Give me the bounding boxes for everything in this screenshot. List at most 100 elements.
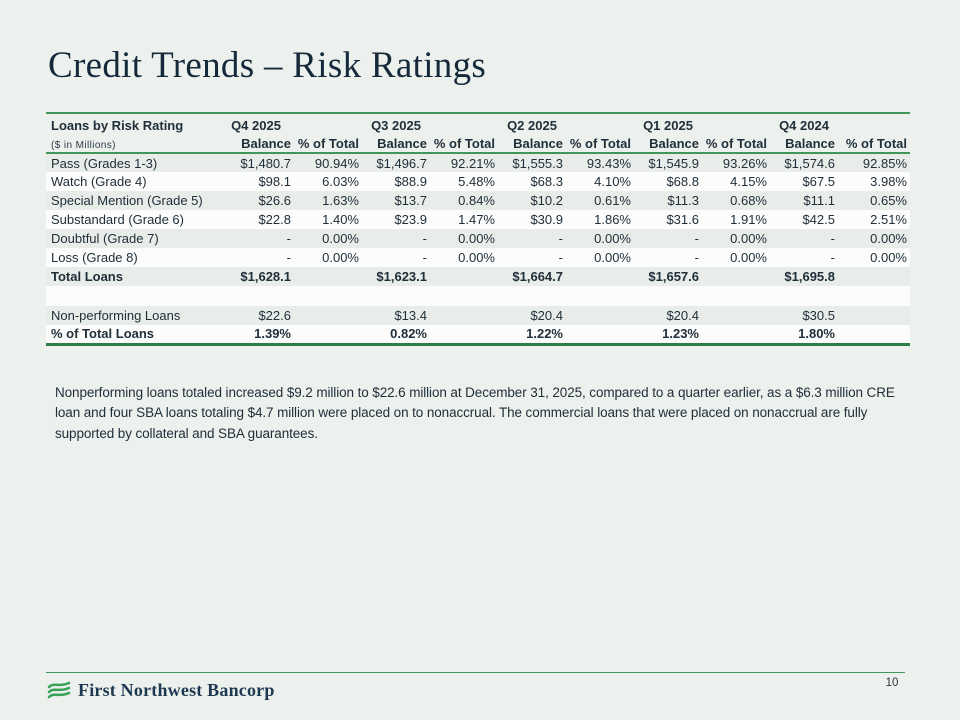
subcolumn-header: Balance [770,134,838,154]
value-cell: 0.00% [870,231,907,246]
subcolumn-header: Balance [362,134,430,154]
value-cell: 0.82% [362,325,430,346]
table-subtitle-cell: ($ in Millions) [46,134,218,154]
value-cell [702,325,770,346]
value-cell: 1.80% [770,325,838,346]
value-cell: 92.21% [450,155,495,171]
value-cell: $1,664.7 [512,269,563,284]
value-cell: $1,623.1 [376,269,427,284]
page-title: Credit Trends – Risk Ratings [48,45,487,86]
row-label: Watch (Grade 4) [51,174,147,189]
value-cell: $1,496.7 [376,155,427,171]
value-cell: 4.15% [730,174,767,189]
table-row: Pass (Grades 1-3) $1,480.7 90.94% $1,496.7 9… [46,153,910,172]
period-header-gap [430,113,498,134]
table-row: Total Loans $1,628.1 $1,623.1 $1,664.7 $1,65… [46,267,910,286]
row-label: Non-performing Loans [51,308,181,323]
value-cell: $10.2 [530,193,563,208]
value-cell: $1,480.7 [240,155,291,171]
value-cell: 2.51% [870,212,907,227]
period-header-gap [838,113,910,134]
value-cell: 3.98% [870,174,907,189]
value-cell: $68.8 [666,174,699,189]
value-cell: 5.48% [458,174,495,189]
header-subcolumn-row: ($ in Millions) Balance% of Total Balance%… [46,134,910,154]
value-cell: $1,555.3 [512,155,563,171]
value-cell: 6.03% [322,174,359,189]
table-row: Non-performing Loans $22.6 $13.4 $20.4 $20.4… [46,306,910,325]
value-cell [566,306,634,325]
value-cell [838,306,910,325]
value-cell: 92.85% [862,155,907,171]
table-title-cell: Loans by Risk Rating [51,118,184,133]
row-label: Special Mention (Grade 5) [51,193,203,208]
row-label: Pass (Grades 1-3) [51,155,158,171]
value-cell: 93.43% [586,155,631,171]
value-cell: $1,657.6 [648,269,699,284]
subcolumn-header: % of Total [294,134,362,154]
footer-divider [46,672,905,673]
subcolumn-header: % of Total [702,134,770,154]
value-cell: 1.63% [322,193,359,208]
value-cell: 1.86% [594,212,631,227]
table-row: Doubtful (Grade 7) - 0.00% - 0.00% - 0.00% - 0.0… [46,229,910,248]
value-cell [566,267,634,286]
value-cell [838,267,910,286]
value-cell: 1.39% [218,325,294,346]
subcolumn-header: % of Total [430,134,498,154]
header-period-row: Loans by Risk Rating Q4 2025 Q3 2025 Q2 202… [46,113,910,134]
value-cell [702,267,770,286]
subcolumn-header: Balance [498,134,566,154]
value-cell: 0.00% [730,231,767,246]
subcolumn-header: % of Total [566,134,634,154]
value-cell [702,306,770,325]
waves-logo-icon [47,681,71,698]
value-cell: $11.1 [803,193,835,208]
table-row: Loss (Grade 8) - 0.00% - 0.00% - 0.00% - 0.00% - 0… [46,248,910,267]
value-cell: 1.91% [730,212,767,227]
value-cell: $98.1 [258,174,291,189]
value-cell: 0.00% [594,231,631,246]
value-cell: - [286,231,291,246]
subcolumn-header: Balance [634,134,702,154]
value-cell: 0.68% [730,193,767,208]
value-cell: $23.9 [394,212,427,227]
value-cell: $13.4 [394,308,427,323]
period-header-gap [566,113,634,134]
table-row: Watch (Grade 4) $98.1 6.03% $88.9 5.48% $68.3… [46,172,910,191]
value-cell: $22.8 [258,212,291,227]
value-cell: 1.22% [498,325,566,346]
value-cell [430,306,498,325]
page-number: 10 [885,677,899,689]
value-cell: 0.00% [322,231,359,246]
value-cell [430,325,498,346]
row-label: Loss (Grade 8) [51,250,138,265]
period-header: Q1 2025 [643,118,693,133]
value-cell: $1,545.9 [648,155,699,171]
value-cell: - [286,250,291,265]
period-header-gap [702,113,770,134]
value-cell: $20.4 [530,308,563,323]
value-cell: $11.3 [667,193,699,208]
value-cell: 0.00% [870,250,907,265]
value-cell: 90.94% [314,155,359,171]
table-row: Special Mention (Grade 5) $26.6 1.63% $13.7… [46,191,910,210]
value-cell: $31.6 [666,212,699,227]
subcolumn-header: % of Total [838,134,910,154]
value-cell: 93.26% [722,155,767,171]
table-row: % of Total Loans 1.39% 0.82% 1.22% 1.23% 1.80… [46,325,910,346]
value-cell: $26.6 [258,193,291,208]
value-cell [838,325,910,346]
period-header: Q2 2025 [507,118,557,133]
value-cell: 0.65% [870,193,907,208]
value-cell: 1.47% [458,212,495,227]
value-cell: $1,574.6 [784,155,835,171]
value-cell: - [422,231,427,246]
value-cell: 4.10% [594,174,631,189]
value-cell: $68.3 [530,174,563,189]
value-cell: $67.5 [802,174,835,189]
value-cell: $13.7 [394,193,427,208]
value-cell: 0.00% [458,231,495,246]
value-cell: 0.00% [322,250,359,265]
